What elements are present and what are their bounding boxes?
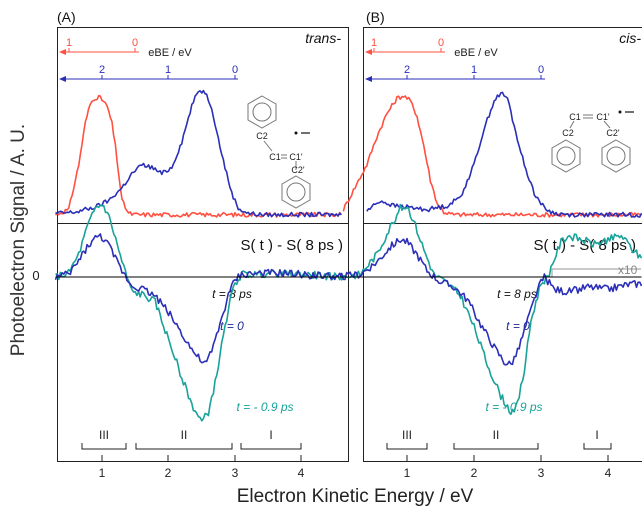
ebe-red-tick-label: 1 — [66, 37, 72, 49]
multiplier-bracket — [551, 268, 641, 277]
x-tick-label: 1 — [99, 466, 106, 480]
range-bracket — [386, 443, 428, 450]
x-tick-label: 1 — [404, 466, 411, 480]
panel-b-xticks: 1 2 3 4 — [404, 455, 612, 480]
atom-label: C1' — [289, 152, 303, 162]
curve-label-tminus: t = - 0.9 ps — [236, 400, 293, 414]
panel-a-difference-title: S( t ) - S( 8 ps ) — [240, 237, 343, 254]
range-bracket — [81, 443, 127, 450]
panel-b-spectrum-blue-line — [366, 91, 642, 218]
panel-a-isomer-label: trans- — [305, 30, 341, 46]
panel-a-ebe-axes: 1 0 eBE / eV 2 1 0 — [59, 37, 238, 82]
series-layer — [54, 89, 642, 422]
range-bracket — [583, 443, 612, 450]
benzene-ring — [601, 139, 631, 173]
benzene-ring — [551, 139, 581, 173]
atom-label: C2' — [606, 128, 620, 138]
ebe-red-tick-label: 0 — [132, 37, 138, 49]
range-label: III — [99, 428, 109, 442]
atom-label: C1 — [569, 112, 581, 122]
x-tick-label: 2 — [471, 466, 478, 480]
ebe-red-tick-label: 0 — [438, 37, 444, 49]
x-tick-label: 3 — [232, 466, 239, 480]
atom-label: C2 — [562, 128, 574, 138]
ebe-blue-arrow — [365, 76, 372, 82]
panel-a-xticks: 1 2 3 4 — [99, 455, 305, 480]
range-bracket — [135, 443, 233, 450]
radical-dot — [294, 131, 298, 135]
panel-a-spectrum-blue-line — [55, 89, 342, 218]
panel-b-difference-blue-line — [339, 237, 642, 366]
panel-b-difference-teal-line — [339, 203, 642, 416]
atom-label: C1 — [269, 152, 281, 162]
ebe-blue-tick-label: 2 — [99, 64, 105, 76]
panel-b-isomer-label: cis- — [619, 30, 641, 46]
radical-dot — [618, 110, 622, 114]
range-bracket — [240, 443, 302, 450]
benzene-ring — [281, 175, 311, 209]
panel-b-ebe-axes: 1 0 eBE / eV 2 1 0 — [365, 37, 545, 82]
x-tick-label: 4 — [298, 466, 305, 480]
panel-a-molecule-diagram — [247, 95, 311, 209]
atom-label: C1' — [596, 112, 610, 122]
range-label: I — [269, 428, 272, 442]
benzene-ring-inner — [286, 182, 306, 202]
x-tick-label: 3 — [538, 466, 545, 480]
ebe-red-tick-label: 1 — [371, 37, 377, 49]
ebe-blue-tick-label: 1 — [471, 64, 477, 76]
bond — [603, 120, 611, 129]
range-label: I — [595, 428, 598, 442]
benzene-ring-inner — [556, 146, 576, 166]
ebe-red-arrow — [365, 49, 372, 55]
range-label: III — [402, 428, 412, 442]
atom-label: C2' — [291, 165, 305, 175]
benzene-ring-inner — [252, 102, 272, 122]
x-tick-label: 2 — [165, 466, 172, 480]
panel-b-molecule-diagram — [551, 114, 631, 173]
x-axis-label: Electron Kinetic Energy / eV — [237, 486, 474, 507]
y-axis-label: Photoelectron Signal / A. U. — [8, 124, 29, 356]
benzene-ring-inner — [606, 146, 626, 166]
range-label: II — [181, 428, 188, 442]
panel-a-tag: (A) — [57, 9, 76, 25]
ebe-axis-label: eBE / eV — [454, 47, 498, 59]
curve-label-tminus: t = - 0.9 ps — [485, 400, 542, 414]
panel-b-tag: (B) — [366, 9, 385, 25]
range-bracket — [453, 443, 539, 450]
ebe-axis-label: eBE / eV — [148, 47, 192, 59]
ebe-blue-tick-label: 1 — [165, 64, 171, 76]
panel-a-frame — [57, 27, 349, 462]
ebe-red-arrow — [59, 49, 66, 55]
ebe-blue-arrow — [59, 76, 66, 82]
ebe-blue-tick-label: 0 — [232, 64, 238, 76]
panel-b-frame — [363, 27, 642, 462]
curve-label-t8: t = 8 ps — [497, 287, 537, 301]
bond — [569, 120, 575, 129]
panel-b-difference-title: S( t ) - S( 8 ps ) — [533, 237, 636, 254]
zero-label: 0 — [32, 268, 39, 283]
range-label: II — [493, 428, 500, 442]
ebe-blue-tick-label: 0 — [538, 64, 544, 76]
bond — [263, 140, 273, 152]
atom-label: C2 — [256, 131, 268, 141]
panel-a-difference-blue-line — [54, 233, 343, 364]
benzene-ring — [247, 95, 277, 129]
x-tick-label: 4 — [605, 466, 612, 480]
ebe-blue-tick-label: 2 — [404, 64, 410, 76]
multiplier-label: x10 — [618, 263, 638, 277]
